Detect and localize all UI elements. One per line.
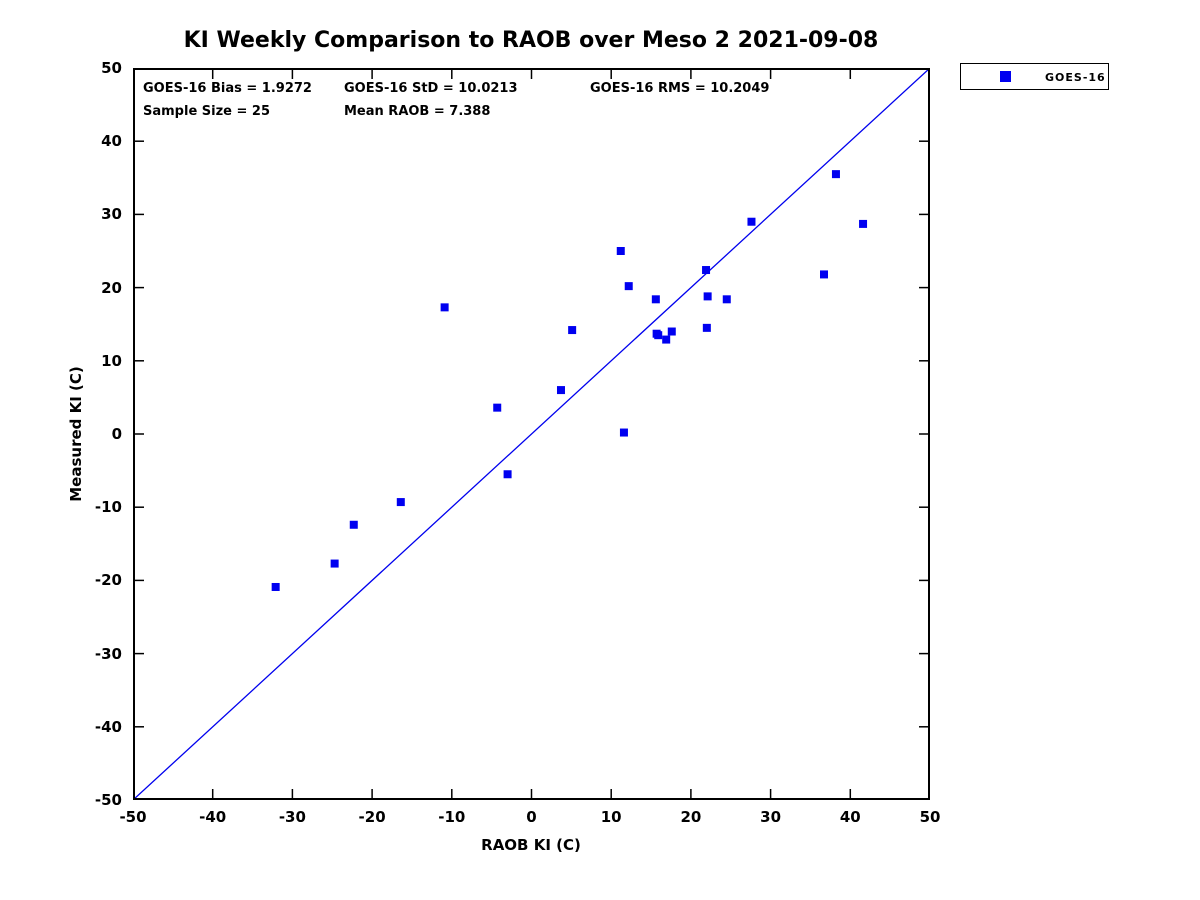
y-tick-label: 20 [101,278,122,297]
y-tick-label: -40 [94,717,122,736]
data-point-marker [396,498,405,507]
data-point-marker [330,559,339,568]
data-point-marker [619,428,628,437]
x-tick-label: 0 [526,808,537,826]
y-tick-label: 30 [101,205,122,224]
legend-marker-square [1000,71,1011,82]
x-axis-label: RAOB KI (C) [481,836,581,854]
data-point-marker [493,403,502,412]
stat-rms: GOES-16 RMS = 10.2049 [590,81,770,96]
x-tick-label: 30 [760,808,782,826]
stat-mean-raob: Mean RAOB = 7.388 [344,104,491,119]
x-tick-label: -20 [358,808,386,826]
legend-label: GOES-16 [1045,71,1106,84]
x-tick-label: -50 [119,808,147,826]
x-tick-label: 50 [919,808,941,826]
data-point-marker [503,470,512,479]
data-point-marker [662,335,671,344]
plot-area [133,68,930,800]
x-tick-label: 20 [680,808,702,826]
identity-line [133,68,930,800]
data-point-marker [747,217,756,226]
data-point-marker [616,247,625,255]
data-point-marker [703,292,712,301]
data-point-marker [819,270,828,279]
stat-sample-size: Sample Size = 25 [143,104,271,119]
data-point-marker [271,582,280,591]
x-tick-label: -40 [199,808,227,826]
x-tick-label: 10 [600,808,622,826]
data-point-marker [568,326,577,335]
stat-bias: GOES-16 Bias = 1.9272 [143,81,312,96]
x-tick-label: -30 [278,808,306,826]
y-tick-label: 40 [101,132,122,151]
data-point-marker [859,219,868,228]
data-point-marker [702,266,711,275]
axes-box [133,68,930,800]
x-tick-label: -10 [438,808,466,826]
data-point-marker [624,282,633,291]
data-point-marker [831,170,840,179]
y-tick-label: -20 [94,571,122,590]
scatter-plot-canvas [133,68,930,800]
y-axis-label: Measured KI (C) [67,366,85,502]
y-tick-label: 50 [101,59,122,77]
legend: GOES-16 [960,63,1109,90]
data-point-marker [722,295,731,304]
data-point-marker [651,295,660,304]
data-point-marker [556,386,565,395]
data-point-marker [667,327,676,336]
data-point-marker [440,303,449,312]
y-tick-label: 0 [111,425,122,443]
y-tick-label: -10 [94,498,122,517]
stat-std: GOES-16 StD = 10.0213 [344,81,518,96]
chart-title: KI Weekly Comparison to RAOB over Meso 2… [183,28,879,53]
data-point-marker [349,520,358,529]
data-point-marker [654,331,663,340]
x-tick-label: 40 [839,808,861,826]
y-tick-label: -30 [94,644,122,663]
y-tick-label: -50 [94,791,122,809]
data-point-marker [702,323,711,332]
y-tick-label: 10 [101,351,122,370]
